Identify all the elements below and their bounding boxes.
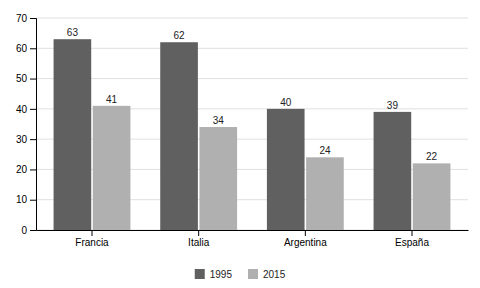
y-tick-mark bbox=[30, 200, 36, 201]
bar bbox=[54, 39, 92, 230]
x-axis: Francia Italia Argentina España bbox=[37, 230, 469, 248]
x-tick-label: Italia bbox=[188, 237, 210, 248]
grid bbox=[36, 18, 468, 230]
y-tick-label: 10 bbox=[16, 194, 28, 205]
y-tick: 70 bbox=[16, 13, 36, 24]
x-tick: Italia bbox=[188, 230, 210, 248]
grid-line bbox=[36, 48, 468, 49]
plot: 0 10 20 30 40 50 60 70 Francia Italia Argentina Esp… bbox=[16, 13, 469, 248]
bar bbox=[267, 109, 305, 230]
y-axis-line bbox=[30, 19, 37, 231]
y-tick-label: 60 bbox=[16, 43, 28, 54]
y-tick-mark bbox=[30, 230, 36, 231]
y-tick-label: 30 bbox=[16, 134, 28, 145]
y-tick: 40 bbox=[16, 104, 36, 115]
bar-series bbox=[54, 39, 412, 230]
y-tick: 10 bbox=[16, 194, 36, 205]
y-tick-mark bbox=[30, 79, 36, 80]
bar bbox=[374, 112, 412, 230]
x-tick-label: Francia bbox=[75, 237, 109, 248]
x-tick-label: España bbox=[395, 237, 429, 248]
y-tick-mark bbox=[30, 139, 36, 140]
y-tick-label: 0 bbox=[21, 225, 27, 236]
data-label: 63 bbox=[67, 27, 79, 38]
legend-item: 2015 bbox=[248, 269, 286, 280]
legend: 1995 2015 bbox=[195, 269, 286, 280]
data-label: 40 bbox=[280, 97, 292, 108]
x-tick: España bbox=[395, 230, 429, 248]
x-tick-mark bbox=[198, 230, 199, 236]
bar bbox=[306, 157, 344, 230]
grid-line bbox=[36, 18, 468, 19]
x-tick: Argentina bbox=[284, 230, 327, 248]
x-tick: Francia bbox=[75, 230, 109, 248]
y-tick-mark bbox=[30, 169, 36, 170]
bar bbox=[199, 127, 237, 230]
grid-line bbox=[36, 78, 468, 79]
chart: 0 10 20 30 40 50 60 70 Francia Italia Argentina Esp… bbox=[0, 0, 480, 288]
bar bbox=[93, 106, 131, 230]
y-tick-mark bbox=[30, 109, 36, 110]
legend-swatch bbox=[248, 269, 258, 279]
bars bbox=[54, 39, 451, 230]
y-tick-label: 50 bbox=[16, 73, 28, 84]
y-axis: 0 10 20 30 40 50 60 70 bbox=[16, 13, 37, 236]
y-tick: 50 bbox=[16, 73, 36, 84]
legend-label: 2015 bbox=[263, 269, 286, 280]
x-axis-line bbox=[37, 230, 469, 231]
y-tick-label: 40 bbox=[16, 104, 28, 115]
y-tick: 30 bbox=[16, 134, 36, 145]
bar-series bbox=[93, 106, 451, 230]
y-tick: 20 bbox=[16, 164, 36, 175]
data-labels: 63 62 40 39 41 34 24 22 bbox=[67, 27, 438, 162]
x-tick-mark bbox=[92, 230, 93, 236]
y-tick: 60 bbox=[16, 43, 36, 54]
bar bbox=[413, 163, 451, 230]
data-label: 62 bbox=[173, 30, 185, 41]
y-tick-mark bbox=[30, 18, 36, 19]
data-label: 22 bbox=[426, 151, 438, 162]
legend-label: 1995 bbox=[210, 269, 233, 280]
bar bbox=[160, 42, 198, 230]
data-label: 34 bbox=[213, 115, 225, 126]
x-tick-mark bbox=[412, 230, 413, 236]
data-label: 41 bbox=[106, 94, 118, 105]
x-tick-mark bbox=[305, 230, 306, 236]
data-label: 24 bbox=[319, 145, 331, 156]
y-tick-label: 20 bbox=[16, 164, 28, 175]
legend-swatch bbox=[195, 269, 205, 279]
legend-item: 1995 bbox=[195, 269, 233, 280]
y-tick-mark bbox=[30, 48, 36, 49]
data-label: 39 bbox=[387, 100, 399, 111]
x-tick-label: Argentina bbox=[284, 237, 327, 248]
y-tick: 0 bbox=[21, 225, 36, 236]
y-tick-label: 70 bbox=[16, 13, 28, 24]
